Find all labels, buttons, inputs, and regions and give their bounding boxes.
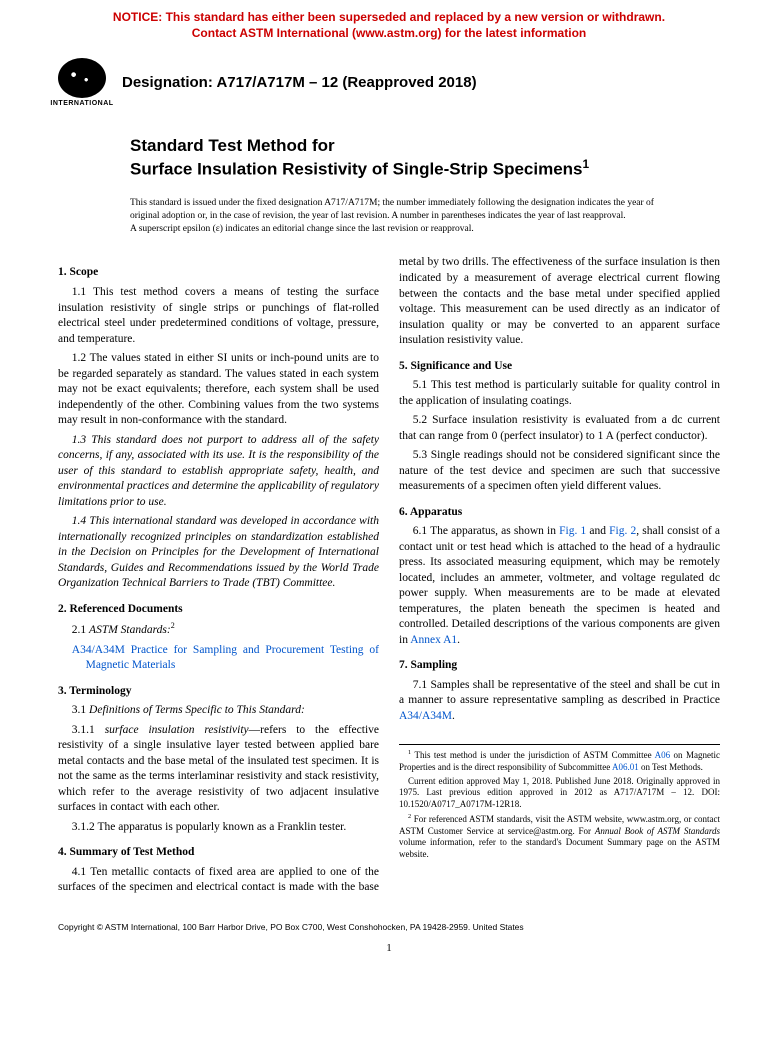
logo-text: INTERNATIONAL — [50, 99, 113, 108]
page-number: 1 — [0, 937, 778, 972]
s6-1: 6.1 The apparatus, as shown in Fig. 1 an… — [399, 524, 720, 648]
issue-note-l1: This standard is issued under the fixed … — [130, 197, 668, 223]
designation: Designation: A717/A717M – 12 (Reapproved… — [122, 73, 477, 93]
annex-a1-link[interactable]: Annex A1 — [410, 634, 457, 646]
s1-2: 1.2 The values stated in either SI units… — [58, 351, 379, 429]
footnote-1b: Current edition approved May 1, 2018. Pu… — [399, 776, 720, 811]
s2-ref: A34/A34M Practice for Sampling and Procu… — [58, 643, 379, 674]
title-sup: 1 — [583, 157, 590, 171]
subcommittee-link[interactable]: A06.01 — [612, 762, 639, 772]
s5-3: 5.3 Single readings should not be consid… — [399, 448, 720, 495]
s1-1: 1.1 This test method covers a means of t… — [58, 285, 379, 347]
body-columns: 1. Scope 1.1 This test method covers a m… — [0, 249, 778, 895]
title-line1: Standard Test Method for — [130, 136, 335, 155]
s7-head: 7. Sampling — [399, 658, 720, 674]
s1-3: 1.3 This standard does not purport to ad… — [58, 433, 379, 511]
s3-head: 3. Terminology — [58, 684, 379, 700]
s1-head: 1. Scope — [58, 265, 379, 281]
globe-icon — [58, 58, 106, 98]
standard-title: Standard Test Method for Surface Insulat… — [130, 135, 718, 181]
copyright: Copyright © ASTM International, 100 Barr… — [0, 896, 778, 937]
footnote-2: 2 For referenced ASTM standards, visit t… — [399, 813, 720, 861]
fig1-link[interactable]: Fig. 1 — [559, 525, 586, 537]
s4-head: 4. Summary of Test Method — [58, 845, 379, 861]
s3-1-2: 3.1.2 The apparatus is popularly known a… — [58, 820, 379, 836]
s1-4: 1.4 This international standard was deve… — [58, 514, 379, 592]
footnote-1: 1 This test method is under the jurisdic… — [399, 749, 720, 773]
s2-head: 2. Referenced Documents — [58, 602, 379, 618]
s5-1: 5.1 This test method is particularly sui… — [399, 378, 720, 409]
s2-1: 2.1 ASTM Standards:2 — [58, 621, 379, 638]
supersession-notice: NOTICE: This standard has either been su… — [0, 0, 778, 47]
s7-1: 7.1 Samples shall be representative of t… — [399, 678, 720, 725]
notice-line2: Contact ASTM International (www.astm.org… — [192, 26, 586, 40]
s5-head: 5. Significance and Use — [399, 359, 720, 375]
s6-head: 6. Apparatus — [399, 505, 720, 521]
s3-1-1: 3.1.1 surface insulation resistivity—ref… — [58, 723, 379, 816]
ref-a34-link-2[interactable]: A34/A34M — [399, 710, 452, 722]
title-block: Standard Test Method for Surface Insulat… — [0, 113, 778, 187]
footnotes: 1 This test method is under the jurisdic… — [399, 744, 720, 860]
astm-logo: INTERNATIONAL — [50, 53, 114, 113]
fig2-link[interactable]: Fig. 2 — [609, 525, 636, 537]
issue-note-l2: A superscript epsilon (ɛ) indicates an e… — [130, 223, 668, 236]
committee-a06-link[interactable]: A06 — [655, 750, 671, 760]
ref-a34-link[interactable]: A34/A34M — [72, 644, 125, 656]
title-line2: Surface Insulation Resistivity of Single… — [130, 160, 583, 179]
issue-note: This standard is issued under the fixed … — [0, 187, 778, 249]
s3-1: 3.1 Definitions of Terms Specific to Thi… — [58, 703, 379, 719]
notice-line1: NOTICE: This standard has either been su… — [113, 10, 665, 24]
header-row: INTERNATIONAL Designation: A717/A717M – … — [0, 47, 778, 113]
s5-2: 5.2 Surface insulation resistivity is ev… — [399, 413, 720, 444]
ref-a34-title[interactable]: Practice for Sampling and Procurement Te… — [86, 644, 379, 672]
